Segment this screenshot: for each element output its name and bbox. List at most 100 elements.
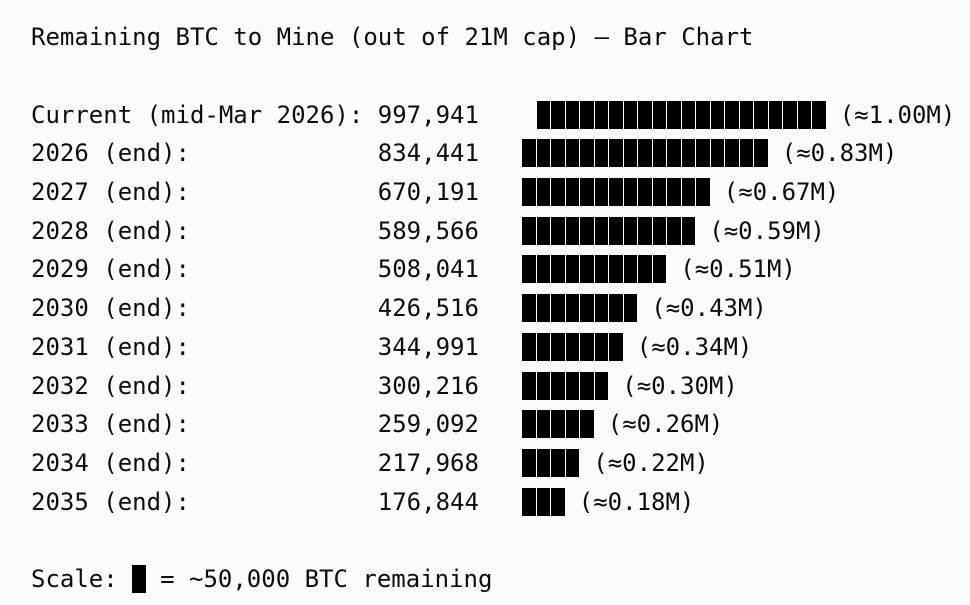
scale-label: Scale: <box>31 564 133 593</box>
bar-segment <box>696 178 710 207</box>
row-bar <box>522 139 769 168</box>
chart-row: 2031 (end): 344,991 (≈0.34M) <box>31 328 970 367</box>
bar-segment <box>609 139 623 168</box>
row-bar <box>522 410 595 439</box>
bar-segment <box>594 216 609 245</box>
row-approx: (≈0.30M) <box>622 371 738 400</box>
row-value: 997,941 <box>377 100 479 129</box>
bar-segment <box>812 100 826 129</box>
bar-segment <box>681 139 696 168</box>
bar-segment <box>565 100 580 129</box>
bar-segment <box>797 100 812 129</box>
bar-segment <box>522 448 536 477</box>
row-approx: (≈1.00M) <box>839 100 956 129</box>
bar-segment <box>522 255 536 284</box>
chart-row: 2026 (end): 834,441 (≈0.83M) <box>31 134 970 173</box>
bar-segment <box>551 332 565 361</box>
bar-segment <box>580 371 594 400</box>
bar-segment <box>536 448 551 477</box>
bar-segment <box>551 371 565 400</box>
bar-segment <box>609 255 623 284</box>
row-label: 2028 (end): <box>31 216 190 245</box>
bar-segment <box>609 178 623 207</box>
row-bar <box>536 100 827 129</box>
row-approx: (≈0.59M) <box>709 216 825 245</box>
row-bar <box>522 487 566 516</box>
bar-segment <box>551 294 565 323</box>
chart-title: Remaining BTC to Mine (out of 21M cap) —… <box>31 23 754 51</box>
bar-segment <box>536 139 551 168</box>
bar-segment <box>652 178 667 207</box>
row-value: 834,441 <box>377 139 479 168</box>
bar-segment <box>580 139 594 168</box>
bar-segment <box>638 216 652 245</box>
row-label: Current (mid-Mar 2026): <box>31 100 364 129</box>
bar-segment <box>522 371 536 400</box>
row-approx: (≈0.67M) <box>723 178 840 207</box>
bar-segment <box>667 178 681 207</box>
row-bar <box>522 448 580 477</box>
row-approx: (≈0.83M) <box>781 139 898 168</box>
bar-segment <box>609 294 623 323</box>
chart-row: 2027 (end): 670,191 (≈0.67M) <box>31 173 970 212</box>
bar-segment <box>580 100 594 129</box>
bar-segment <box>522 294 536 323</box>
bar-segment <box>565 139 580 168</box>
bar-segment <box>522 332 536 361</box>
bar-segment <box>565 255 580 284</box>
chart-row: Current (mid-Mar 2026): 997,941 (≈1.00M) <box>31 95 970 134</box>
row-bar <box>522 216 696 245</box>
bar-segment <box>522 410 536 439</box>
bar-segment <box>652 100 667 129</box>
row-value: 176,844 <box>377 487 479 516</box>
bar-segment <box>536 216 551 245</box>
bar-segment <box>623 216 638 245</box>
bar-segment <box>536 410 551 439</box>
bar-segment <box>594 100 609 129</box>
row-value: 670,191 <box>377 178 479 207</box>
bar-segment <box>565 448 580 477</box>
bar-segment <box>783 100 797 129</box>
bar-segment <box>754 139 768 168</box>
bar-segment <box>623 178 638 207</box>
row-label: 2032 (end): <box>31 371 190 400</box>
scale-text: = ~50,000 BTC remaining <box>145 564 493 593</box>
bar-segment <box>551 448 565 477</box>
bar-segment <box>522 487 536 516</box>
row-bar <box>522 332 624 361</box>
bar-segment <box>623 100 638 129</box>
row-label: 2031 (end): <box>31 332 190 361</box>
row-value: 344,991 <box>377 332 479 361</box>
bar-segment <box>696 100 710 129</box>
bar-segment <box>667 139 681 168</box>
row-value: 259,092 <box>377 410 479 439</box>
row-bar <box>522 294 638 323</box>
bar-segment <box>594 178 609 207</box>
bar-segment <box>667 100 681 129</box>
row-label: 2030 (end): <box>31 294 190 323</box>
bar-segment <box>623 294 638 323</box>
bar-segment <box>609 216 623 245</box>
bar-segment <box>652 255 667 284</box>
row-approx: (≈0.22M) <box>593 448 709 477</box>
row-approx: (≈0.51M) <box>680 255 796 284</box>
bar-segment <box>580 410 594 439</box>
bar-segment <box>536 255 551 284</box>
row-bar <box>522 371 609 400</box>
bar-segment <box>551 216 565 245</box>
row-value: 300,216 <box>377 371 479 400</box>
bar-segment <box>638 255 652 284</box>
bar-segment <box>551 139 565 168</box>
bar-segment <box>681 216 696 245</box>
bar-segment <box>638 139 652 168</box>
bar-segment <box>594 332 609 361</box>
bar-segment <box>536 371 551 400</box>
bar-segment <box>565 216 580 245</box>
row-label: 2029 (end): <box>31 255 190 284</box>
row-bar <box>522 178 711 207</box>
bar-segment <box>565 410 580 439</box>
bar-segment <box>609 100 623 129</box>
bar-segment <box>565 332 580 361</box>
bar-segment <box>536 178 551 207</box>
